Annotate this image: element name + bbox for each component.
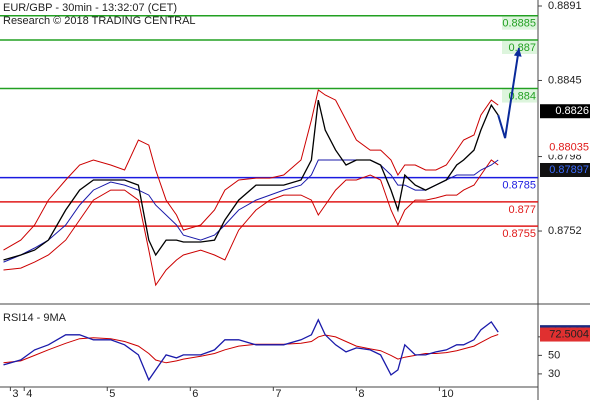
data-line xyxy=(3,159,499,287)
x-tick-label: 8 xyxy=(358,388,364,400)
chart-title: EUR/GBP - 30min - 13:32:07 (CET) xyxy=(3,2,177,14)
price-tag-bg xyxy=(540,327,590,342)
level-label-bg xyxy=(502,178,537,192)
data-line xyxy=(497,47,520,139)
data-line xyxy=(3,318,499,382)
level-label: 0.8885 xyxy=(502,18,536,30)
chart-title: RSI14 - 9MA xyxy=(3,312,67,324)
level-label: 0.887 xyxy=(508,42,536,54)
chart-subtitle: Research © 2018 TRADING CENTRAL xyxy=(3,15,196,27)
x-tick-label: 5 xyxy=(109,388,115,400)
price-tag: 0.88035 xyxy=(549,142,589,154)
level-label-bg xyxy=(502,16,537,30)
y-tick-label: 30 xyxy=(548,368,560,380)
y-tick-label: 0.8752 xyxy=(548,225,582,237)
data-line xyxy=(3,334,499,364)
x-tick-label: 10 xyxy=(441,388,453,400)
level-label: 0.8755 xyxy=(502,228,536,240)
y-tick-label: 0.8891 xyxy=(548,0,582,12)
price-tag-bg xyxy=(540,140,590,155)
price-tag: 72.5004 xyxy=(549,328,589,340)
forecast-arrowhead xyxy=(513,48,522,57)
y-tick-label: 50 xyxy=(548,349,560,361)
level-label-bg xyxy=(502,40,537,54)
x-tick-label: 6 xyxy=(192,388,198,400)
price-tag-bg xyxy=(540,104,590,119)
x-tick-label: 4 xyxy=(26,388,32,400)
price-tag-bg xyxy=(540,162,590,177)
y-tick-label: 0.8845 xyxy=(548,74,582,86)
level-label-bg xyxy=(502,202,537,216)
level-label-bg xyxy=(502,227,537,241)
data-line xyxy=(3,89,499,251)
price-tag: 0.87897 xyxy=(549,164,589,176)
x-tick-label: 7 xyxy=(275,388,281,400)
data-line xyxy=(3,99,499,261)
level-label: 0.877 xyxy=(508,204,536,216)
price-tag: 0.8826 xyxy=(555,105,589,117)
level-label: 0.8785 xyxy=(502,180,536,192)
x-tick-label: 3 xyxy=(12,388,18,400)
level-label: 0.884 xyxy=(508,90,536,102)
